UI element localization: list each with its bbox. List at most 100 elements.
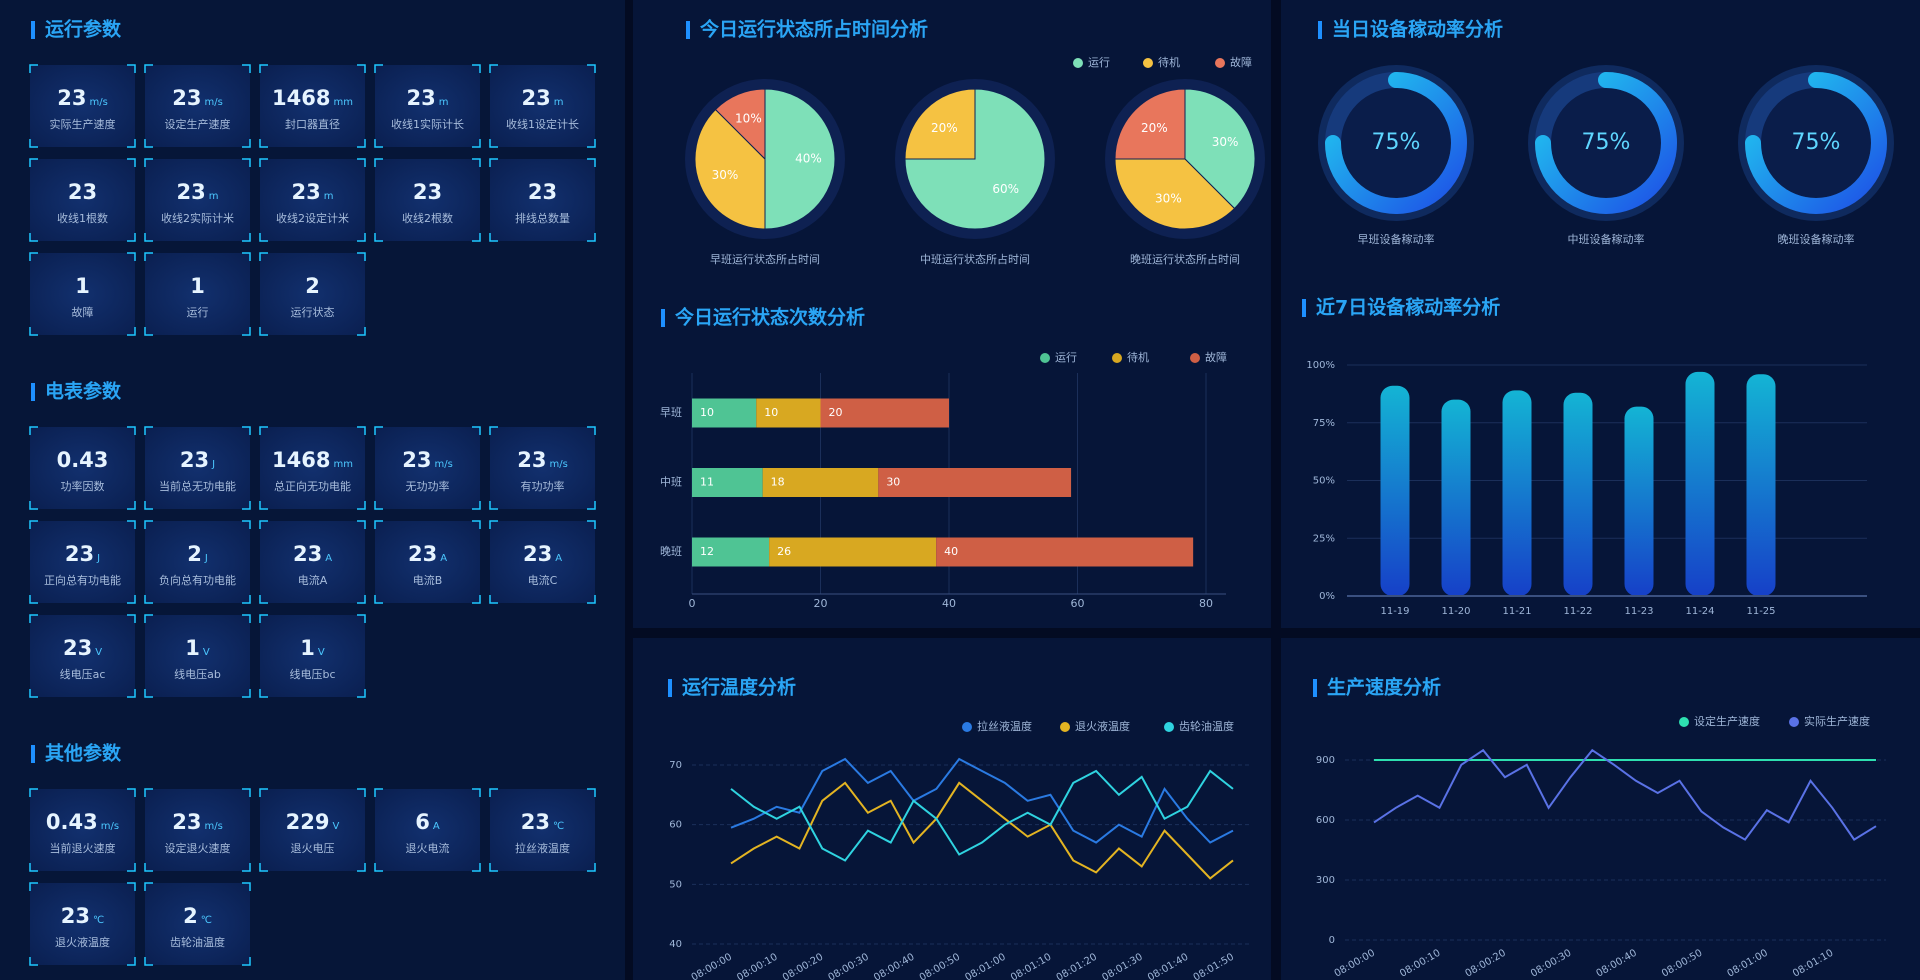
card-label: 无功功率: [406, 479, 450, 493]
card-value: 23: [528, 180, 557, 204]
card-bg: [260, 427, 365, 509]
param-card: 23 m 收线2实际计米: [144, 158, 251, 242]
bar-segment: [820, 398, 949, 428]
legend-label: 退火液温度: [1075, 719, 1130, 733]
card-bg: [145, 883, 250, 965]
card-label: 电流C: [528, 573, 558, 587]
y-tick-label: 60: [669, 820, 682, 831]
param-card: 23 m 收线2设定计米: [259, 158, 366, 242]
card-label: 线电压bc: [289, 667, 335, 681]
card-unit: m/s: [549, 459, 567, 470]
bar-segment: [692, 537, 770, 567]
card-corners: [144, 614, 251, 698]
param-card: 23 A 电流B: [374, 520, 481, 604]
section-title: 运行温度分析: [682, 676, 796, 699]
card-unit: m/s: [89, 97, 107, 108]
legend-label: 待机: [1158, 55, 1180, 69]
bar: [1380, 385, 1410, 596]
card-value: 1: [300, 636, 315, 660]
y-tick-label: 40: [669, 939, 682, 950]
card-unit: mm: [333, 459, 352, 470]
card-label: 线电压ab: [174, 667, 221, 681]
card-bg: [375, 789, 480, 871]
x-tick-label: 11-20: [1441, 606, 1470, 617]
pie-label: 20%: [1141, 121, 1168, 135]
gauge-label: 75%: [1792, 130, 1841, 155]
card-unit: m: [209, 191, 219, 202]
card-value: 0.43: [57, 448, 109, 472]
card-unit: m: [554, 97, 564, 108]
x-tick-label: 11-23: [1624, 606, 1653, 617]
bar-segment: [692, 398, 757, 428]
card-corners: [374, 158, 481, 242]
title-accent: [1313, 679, 1317, 697]
y-tick-label: 300: [1316, 875, 1335, 886]
param-card: 23 ℃ 拉丝液温度: [489, 788, 596, 872]
param-card: 23 m/s 实际生产速度: [29, 64, 136, 148]
x-tick-label: 20: [814, 597, 828, 610]
section-title: 其他参数: [45, 742, 122, 765]
card-label: 当前退火速度: [50, 841, 116, 855]
param-card: 2 ℃ 齿轮油温度: [144, 882, 251, 966]
card-corners: [29, 520, 136, 604]
y-tick-label: 0: [1329, 935, 1335, 946]
pie-label: 30%: [1212, 135, 1239, 149]
card-bg: [260, 159, 365, 241]
card-bg: [260, 521, 365, 603]
card-bg: [30, 253, 135, 335]
legend-swatch: [962, 722, 972, 732]
series-line: [730, 757, 1234, 844]
card-value: 2: [183, 904, 198, 928]
card-value: 23: [523, 542, 552, 566]
card-label: 运行状态: [291, 305, 335, 319]
legend-label: 设定生产速度: [1694, 714, 1760, 728]
card-label: 实际生产速度: [50, 117, 116, 131]
card-value: 2: [305, 274, 320, 298]
temperature-panel: [633, 638, 1271, 980]
legend-swatch: [1679, 717, 1689, 727]
card-unit: J: [204, 553, 208, 564]
card-corners: [489, 426, 596, 510]
gauge-label: 75%: [1582, 130, 1631, 155]
card-corners: [259, 426, 366, 510]
x-tick-label: 11-21: [1502, 606, 1531, 617]
param-card: 2 J 负向总有功电能: [144, 520, 251, 604]
title-accent: [1302, 299, 1306, 317]
y-tick-label: 70: [669, 760, 682, 771]
pie-name: 早班运行状态所占时间: [710, 252, 820, 266]
gauge-arc: [1745, 72, 1887, 214]
card-label: 设定生产速度: [165, 117, 231, 131]
y-tick-label: 75%: [1313, 418, 1335, 429]
card-value: 1: [75, 274, 90, 298]
card-unit: V: [318, 647, 325, 658]
param-card: 23 m/s 设定生产速度: [144, 64, 251, 148]
card-bg: [30, 159, 135, 241]
card-value: 0.43: [46, 810, 98, 834]
section-title: 生产速度分析: [1327, 676, 1441, 699]
card-bg: [260, 65, 365, 147]
legend-label: 运行: [1088, 56, 1110, 69]
card-value: 23: [172, 810, 201, 834]
pie-label: 10%: [735, 111, 762, 125]
card-unit: m: [324, 191, 334, 202]
card-bg: [490, 65, 595, 147]
bar-segment: [769, 537, 937, 567]
y-tick-label: 50: [669, 879, 682, 890]
legend-swatch: [1164, 722, 1174, 732]
bar: [1502, 390, 1532, 596]
card-unit: V: [333, 821, 340, 832]
card-corners: [144, 158, 251, 242]
section-title: 近7日设备稼动率分析: [1316, 296, 1500, 319]
x-tick-label: 11-19: [1380, 606, 1409, 617]
param-card: 23 ℃ 退火液温度: [29, 882, 136, 966]
card-corners: [489, 158, 596, 242]
card-label: 有功功率: [521, 479, 565, 493]
pie-name: 中班运行状态所占时间: [920, 252, 1030, 266]
card-label: 负向总有功电能: [159, 573, 236, 587]
gauge-arc: [1325, 72, 1467, 214]
param-card: 23 J 当前总无功电能: [144, 426, 251, 510]
card-unit: ℃: [201, 915, 212, 926]
card-unit: ℃: [553, 821, 564, 832]
gauge-name: 中班设备稼动率: [1568, 232, 1645, 246]
section-title: 当日设备稼动率分析: [1332, 18, 1503, 41]
